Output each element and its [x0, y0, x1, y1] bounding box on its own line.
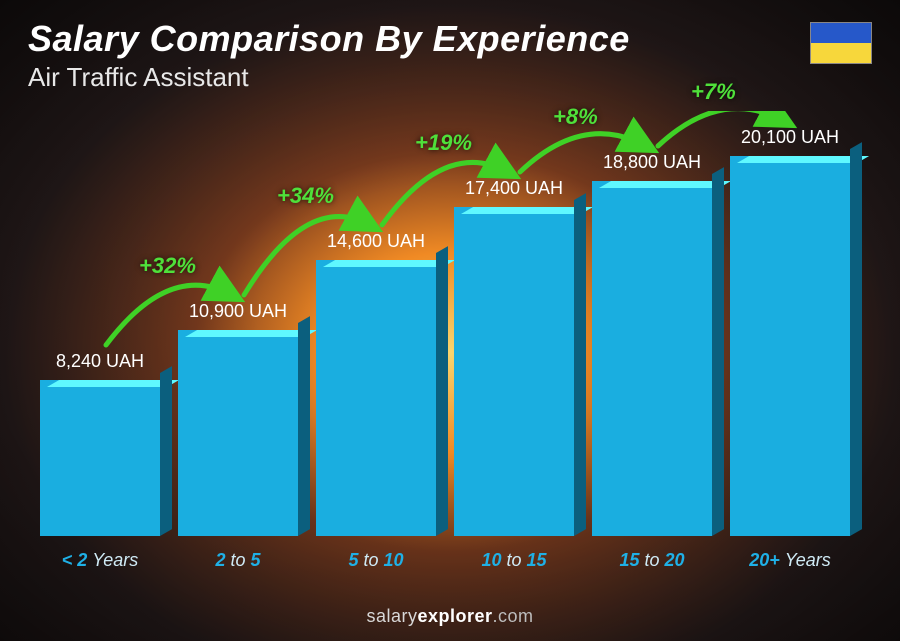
bar-value-label: 8,240 UAH	[56, 351, 144, 372]
footer-attribution: salaryexplorer.com	[0, 606, 900, 627]
chart-subtitle: Air Traffic Assistant	[28, 62, 872, 93]
bar-x-label: 2 to 5	[215, 550, 260, 571]
flag-stripe-top	[811, 23, 871, 43]
bar-column: 20,100 UAH 20+ Years	[730, 127, 850, 571]
bar-value-label: 14,600 UAH	[327, 231, 425, 252]
bar-value-label: 10,900 UAH	[189, 301, 287, 322]
bar	[592, 181, 712, 536]
country-flag-ukraine	[810, 22, 872, 64]
footer-post: .com	[493, 606, 534, 626]
bar-x-label: 5 to 10	[348, 550, 403, 571]
chart-title: Salary Comparison By Experience	[28, 18, 872, 60]
bar	[316, 260, 436, 536]
increase-label: +34%	[277, 183, 334, 209]
footer-pre: salary	[366, 606, 417, 626]
footer-bold: explorer	[417, 606, 492, 626]
bar	[178, 330, 298, 536]
bar-value-label: 17,400 UAH	[465, 178, 563, 199]
bar	[730, 156, 850, 536]
bar-x-label: 15 to 20	[619, 550, 684, 571]
bar-column: 17,400 UAH 10 to 15	[454, 178, 574, 571]
flag-stripe-bottom	[811, 43, 871, 63]
bar-column: 8,240 UAH < 2 Years	[40, 351, 160, 571]
increase-label: +8%	[553, 104, 598, 130]
bar-value-label: 18,800 UAH	[603, 152, 701, 173]
bar-chart: 8,240 UAH < 2 Years 10,900 UAH 2 to 5 14,600…	[40, 111, 850, 571]
bar-column: 10,900 UAH 2 to 5	[178, 301, 298, 571]
bar	[454, 207, 574, 536]
bar-x-label: < 2 Years	[62, 550, 139, 571]
bar-x-label: 20+ Years	[749, 550, 831, 571]
increase-label: +32%	[139, 253, 196, 279]
bar-value-label: 20,100 UAH	[741, 127, 839, 148]
bar-column: 14,600 UAH 5 to 10	[316, 231, 436, 571]
header: Salary Comparison By Experience Air Traf…	[28, 18, 872, 93]
increase-label: +19%	[415, 130, 472, 156]
bar	[40, 380, 160, 536]
bar-x-label: 10 to 15	[481, 550, 546, 571]
bar-column: 18,800 UAH 15 to 20	[592, 152, 712, 571]
